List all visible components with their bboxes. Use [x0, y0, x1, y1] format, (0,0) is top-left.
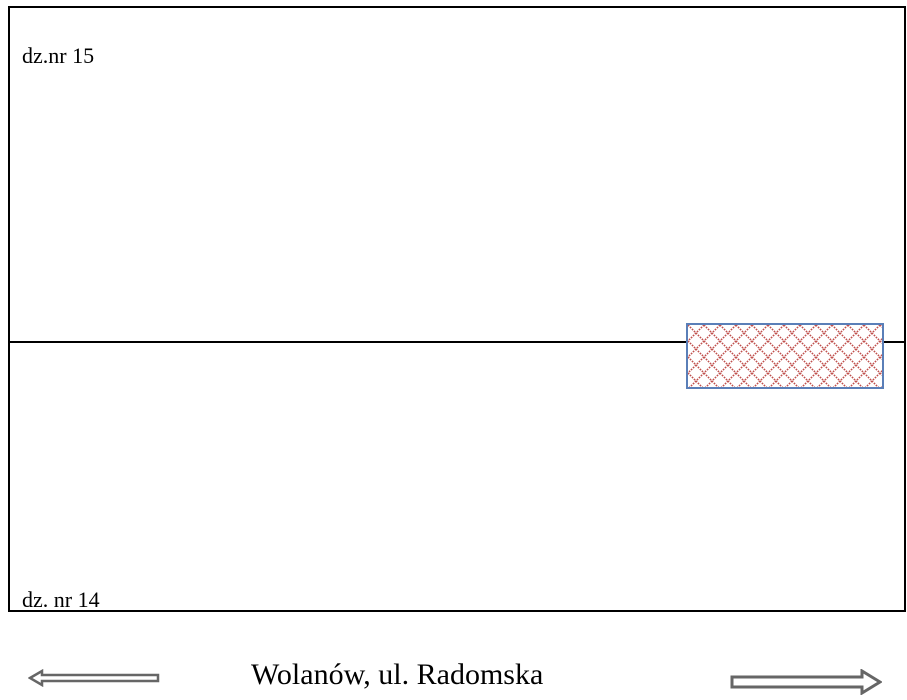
plot-divider-line	[8, 341, 906, 343]
arrow-right-icon	[730, 668, 883, 700]
street-name: Wolanów, ul. Radomska	[251, 658, 544, 691]
plot-15-label: dz.nr 15	[22, 43, 95, 68]
hatch-pattern	[688, 325, 882, 387]
plot-boundary	[8, 6, 906, 612]
hatched-area	[686, 323, 884, 389]
plot-14-label: dz. nr 14	[22, 587, 100, 612]
arrow-left-icon	[27, 668, 160, 692]
